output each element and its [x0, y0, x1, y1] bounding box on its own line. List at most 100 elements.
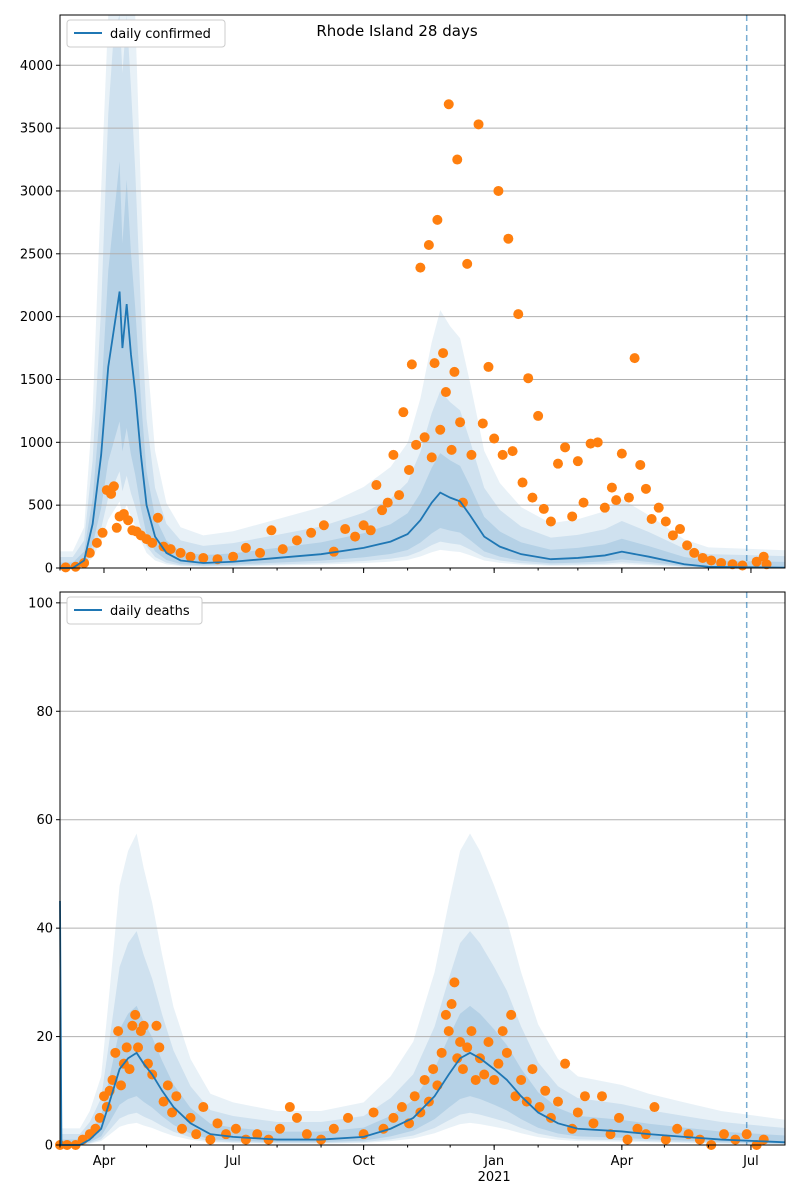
deaths-point-33	[198, 1102, 209, 1113]
deaths-point-39	[252, 1129, 263, 1140]
deaths-x-ticks: Apr Jul Oct Jan Apr Jul 2021	[59, 1145, 759, 1185]
confirmed-point-49	[423, 239, 434, 250]
deaths-point-76	[497, 1026, 508, 1037]
confirmed-point-77	[538, 503, 549, 514]
deaths-point-92	[596, 1091, 607, 1102]
confirmed-point-43	[398, 407, 409, 418]
confirmed-chart-panel: 0 500 1000 1500 2000 2500 3000 3500 4000 Rhode I…	[20, 14, 786, 577]
confirmed-point-4	[91, 537, 102, 548]
confirmed-point-51	[429, 358, 440, 369]
confirmed-point-94	[646, 513, 657, 524]
deaths-point-78	[506, 1009, 517, 1020]
deaths-point-35	[212, 1118, 223, 1129]
confirmed-point-80	[560, 442, 571, 453]
deaths-point-51	[388, 1112, 399, 1123]
confirmed-point-37	[365, 525, 376, 536]
deaths-point-100	[672, 1123, 683, 1134]
confirmed-ytick-label-5: 2500	[20, 247, 53, 262]
confirmed-ytick-label-2: 1000	[20, 436, 53, 451]
deaths-point-34	[205, 1134, 216, 1145]
confirmed-ytick-label-0: 0	[45, 562, 53, 577]
confirmed-point-83	[578, 497, 589, 508]
deaths-point-31	[185, 1112, 196, 1123]
confirmed-point-42	[394, 490, 405, 501]
deaths-point-54	[409, 1091, 420, 1102]
deaths-point-38	[240, 1134, 251, 1145]
deaths-point-56	[419, 1074, 430, 1085]
confirmed-point-32	[318, 520, 329, 531]
deaths-point-42	[284, 1102, 295, 1113]
deaths-point-69	[466, 1026, 477, 1037]
deaths-legend-box	[66, 596, 203, 625]
deaths-point-70	[470, 1074, 481, 1085]
deaths-point-75	[493, 1058, 504, 1069]
deaths-point-72	[479, 1069, 490, 1080]
deaths-point-47	[343, 1112, 354, 1123]
deaths-point-87	[560, 1058, 571, 1069]
deaths-point-82	[527, 1064, 538, 1075]
confirmed-point-29	[277, 544, 288, 555]
confirmed-point-55	[440, 387, 451, 398]
confirmed-point-78	[545, 516, 556, 527]
confirmed-point-98	[675, 524, 686, 535]
deaths-point-18	[130, 1009, 141, 1020]
deaths-point-98	[649, 1102, 660, 1113]
confirmed-point-20	[165, 544, 176, 555]
deaths-model-line	[59, 901, 786, 1146]
deaths-point-29	[171, 1091, 182, 1102]
deaths-legend: daily deaths	[66, 596, 203, 625]
deaths-xtick-label-1: Jul	[224, 1154, 241, 1169]
confirmed-legend-label: daily confirmed	[110, 27, 211, 42]
deaths-point-16	[124, 1064, 135, 1075]
confirmed-gridlines	[60, 64, 785, 506]
confirmed-point-35	[350, 531, 361, 542]
deaths-band-1	[60, 597, 785, 1145]
deaths-point-73	[483, 1036, 494, 1047]
confirmed-point-88	[611, 495, 622, 506]
confirmed-point-82	[572, 456, 583, 467]
confirmed-point-17	[147, 537, 158, 548]
deaths-xtick-label-2: Oct	[352, 1154, 374, 1169]
deaths-point-11	[110, 1047, 121, 1058]
confirmed-point-5	[97, 527, 108, 538]
confirmed-point-103	[716, 557, 727, 568]
confirmed-point-101	[697, 552, 708, 563]
confirmed-point-23	[198, 552, 209, 563]
deaths-point-6	[94, 1112, 105, 1123]
deaths-ytick-label-3: 60	[36, 813, 53, 828]
confirmed-ytick-label-1: 500	[28, 499, 53, 514]
confirmed-point-40	[382, 497, 393, 508]
confirmed-point-71	[507, 446, 518, 457]
deaths-point-52	[396, 1102, 407, 1113]
confirmed-point-86	[599, 502, 610, 513]
deaths-xtick-label-0: Apr	[93, 1154, 116, 1169]
deaths-point-30	[177, 1123, 188, 1134]
deaths-point-12	[113, 1026, 124, 1037]
confirmed-point-57	[446, 444, 457, 455]
confirmed-model-line	[60, 291, 786, 569]
deaths-line-path	[59, 901, 786, 1146]
confirmed-axes-frame	[59, 14, 786, 569]
deaths-ytick-label-5: 100	[28, 596, 53, 611]
deaths-year-label: 2021	[478, 1170, 511, 1185]
deaths-legend-label: daily deaths	[110, 604, 190, 619]
confirmed-x-ticks	[59, 568, 752, 573]
confirmed-point-2	[79, 557, 90, 568]
confirmed-point-30	[291, 535, 302, 546]
confirmed-point-63	[466, 449, 477, 460]
confirmed-point-87	[606, 482, 617, 493]
deaths-y-ticks: 0 20 40 60 80 100	[28, 596, 60, 1154]
confirmed-point-9	[111, 522, 122, 533]
deaths-point-21	[138, 1020, 149, 1031]
confirmed-point-25	[228, 551, 239, 562]
confirmed-point-72	[513, 309, 524, 320]
confirmed-point-85	[592, 437, 603, 448]
confirmed-point-97	[667, 530, 678, 541]
deaths-axes-frame	[59, 591, 786, 1146]
deaths-point-37	[230, 1123, 241, 1134]
confirmed-ytick-label-8: 4000	[20, 59, 53, 74]
deaths-point-99	[660, 1134, 671, 1145]
deaths-point-5	[90, 1123, 101, 1134]
confirmed-point-31	[306, 527, 317, 538]
deaths-ytick-label-4: 80	[36, 705, 53, 720]
